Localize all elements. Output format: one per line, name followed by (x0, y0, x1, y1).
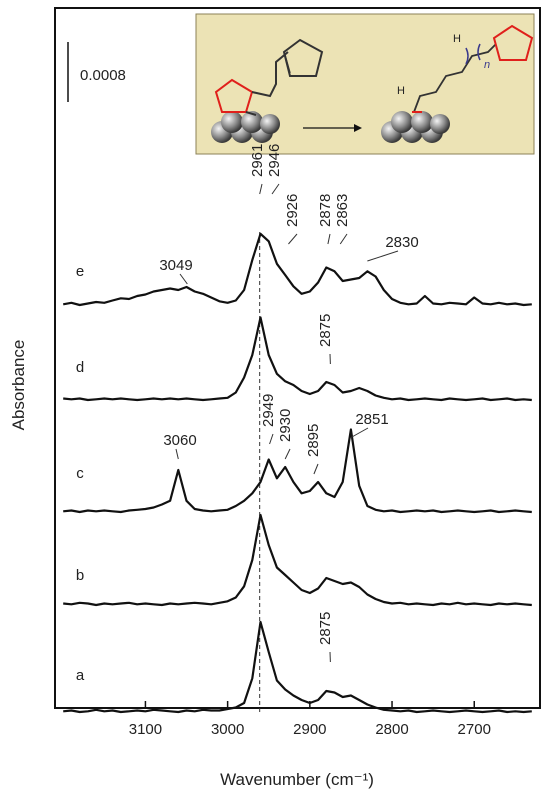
series-label: d (76, 359, 84, 376)
x-tick-label: 2700 (458, 721, 491, 738)
inset-label: n (484, 59, 490, 71)
peak-label: 2875 (317, 314, 334, 347)
peak-label: 2949 (260, 394, 277, 427)
spectrum-line (63, 430, 532, 513)
series-label: b (76, 567, 84, 584)
peak-label: 3049 (159, 257, 192, 274)
peak-label: 2926 (284, 194, 301, 227)
peak-label: 2863 (334, 194, 351, 227)
x-tick-label: 2900 (293, 721, 326, 738)
peak-leader (260, 184, 262, 194)
peak-label: 2851 (355, 411, 388, 428)
series-label: a (76, 667, 85, 684)
peak-label: 2875 (317, 612, 334, 645)
spectrum-line (63, 515, 532, 605)
x-axis-label: Wavenumber (cm⁻¹) (220, 770, 374, 789)
peak-label: 2895 (305, 424, 322, 457)
series-label: c (76, 465, 84, 482)
x-tick-label: 3100 (129, 721, 162, 738)
y-axis-label: Absorbance (9, 340, 28, 431)
inset: H H n (196, 14, 534, 154)
peak-label: 3060 (163, 432, 196, 449)
peak-leader (270, 434, 273, 444)
peak-label: 2946 (266, 144, 283, 177)
peak-leader (340, 234, 347, 244)
peak-leader (180, 274, 187, 284)
series-label: e (76, 263, 84, 280)
scale-bar-label: 0.0008 (80, 67, 126, 84)
peak-leader (288, 234, 297, 244)
spectrum-line (63, 622, 532, 712)
peak-label: 2961 (249, 144, 266, 177)
peak-leader (328, 234, 330, 244)
spectrum-line (63, 318, 532, 401)
x-tick-label: 2800 (375, 721, 408, 738)
peak-label: 2878 (317, 194, 334, 227)
peak-label: 2830 (385, 234, 418, 251)
inset-label: H (397, 85, 405, 97)
peak-leader (272, 184, 279, 194)
peak-leader (350, 428, 368, 438)
spectrum-line (63, 234, 532, 305)
inset-label: H (453, 33, 461, 45)
peak-leader (285, 449, 290, 459)
peak-leader (314, 464, 318, 474)
peak-label: 2930 (277, 409, 294, 442)
x-tick-label: 3000 (211, 721, 244, 738)
peak-leader (176, 449, 178, 459)
chart: Absorbance Wavenumber (cm⁻¹) H H n 3100 3… (0, 0, 544, 799)
peak-leader (367, 251, 398, 261)
page: Absorbance Wavenumber (cm⁻¹) H H n 3100 3… (0, 0, 544, 799)
